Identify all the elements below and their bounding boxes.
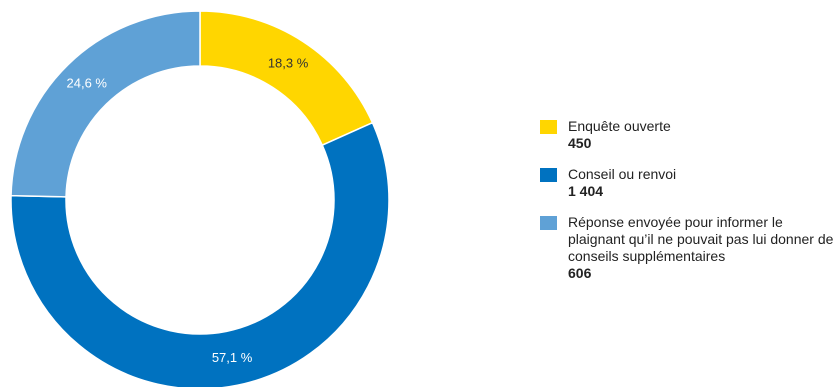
legend-value-enquete: 450 [568, 135, 592, 151]
legend-item-conseil: Conseil ou renvoi 1 404 [540, 166, 838, 200]
legend-item-enquete: Enquête ouverte 450 [540, 118, 838, 152]
chart-legend: Enquête ouverte 450 Conseil ou renvoi 1 … [540, 118, 838, 296]
legend-swatch-enquete [540, 120, 557, 134]
slice-label-enquete: 18,3 % [268, 55, 309, 70]
legend-label-reponse: Réponse envoyée pour informer le plaigna… [568, 214, 834, 264]
slice-reponse [10, 10, 201, 198]
donut-chart: 18,3 % 57,1 % 24,6 % [10, 10, 390, 387]
legend-value-reponse: 606 [568, 265, 592, 281]
legend-value-conseil: 1 404 [568, 183, 604, 199]
slice-label-reponse: 24,6 % [67, 76, 108, 91]
legend-label-conseil: Conseil ou renvoi [568, 166, 677, 182]
slice-conseil [10, 121, 390, 387]
slice-label-conseil: 57,1 % [212, 350, 253, 365]
legend-swatch-conseil [540, 168, 557, 182]
legend-item-reponse: Réponse envoyée pour informer le plaigna… [540, 214, 838, 282]
legend-label-enquete: Enquête ouverte [568, 118, 671, 134]
slice-enquete [199, 10, 374, 147]
legend-swatch-reponse [540, 216, 557, 230]
